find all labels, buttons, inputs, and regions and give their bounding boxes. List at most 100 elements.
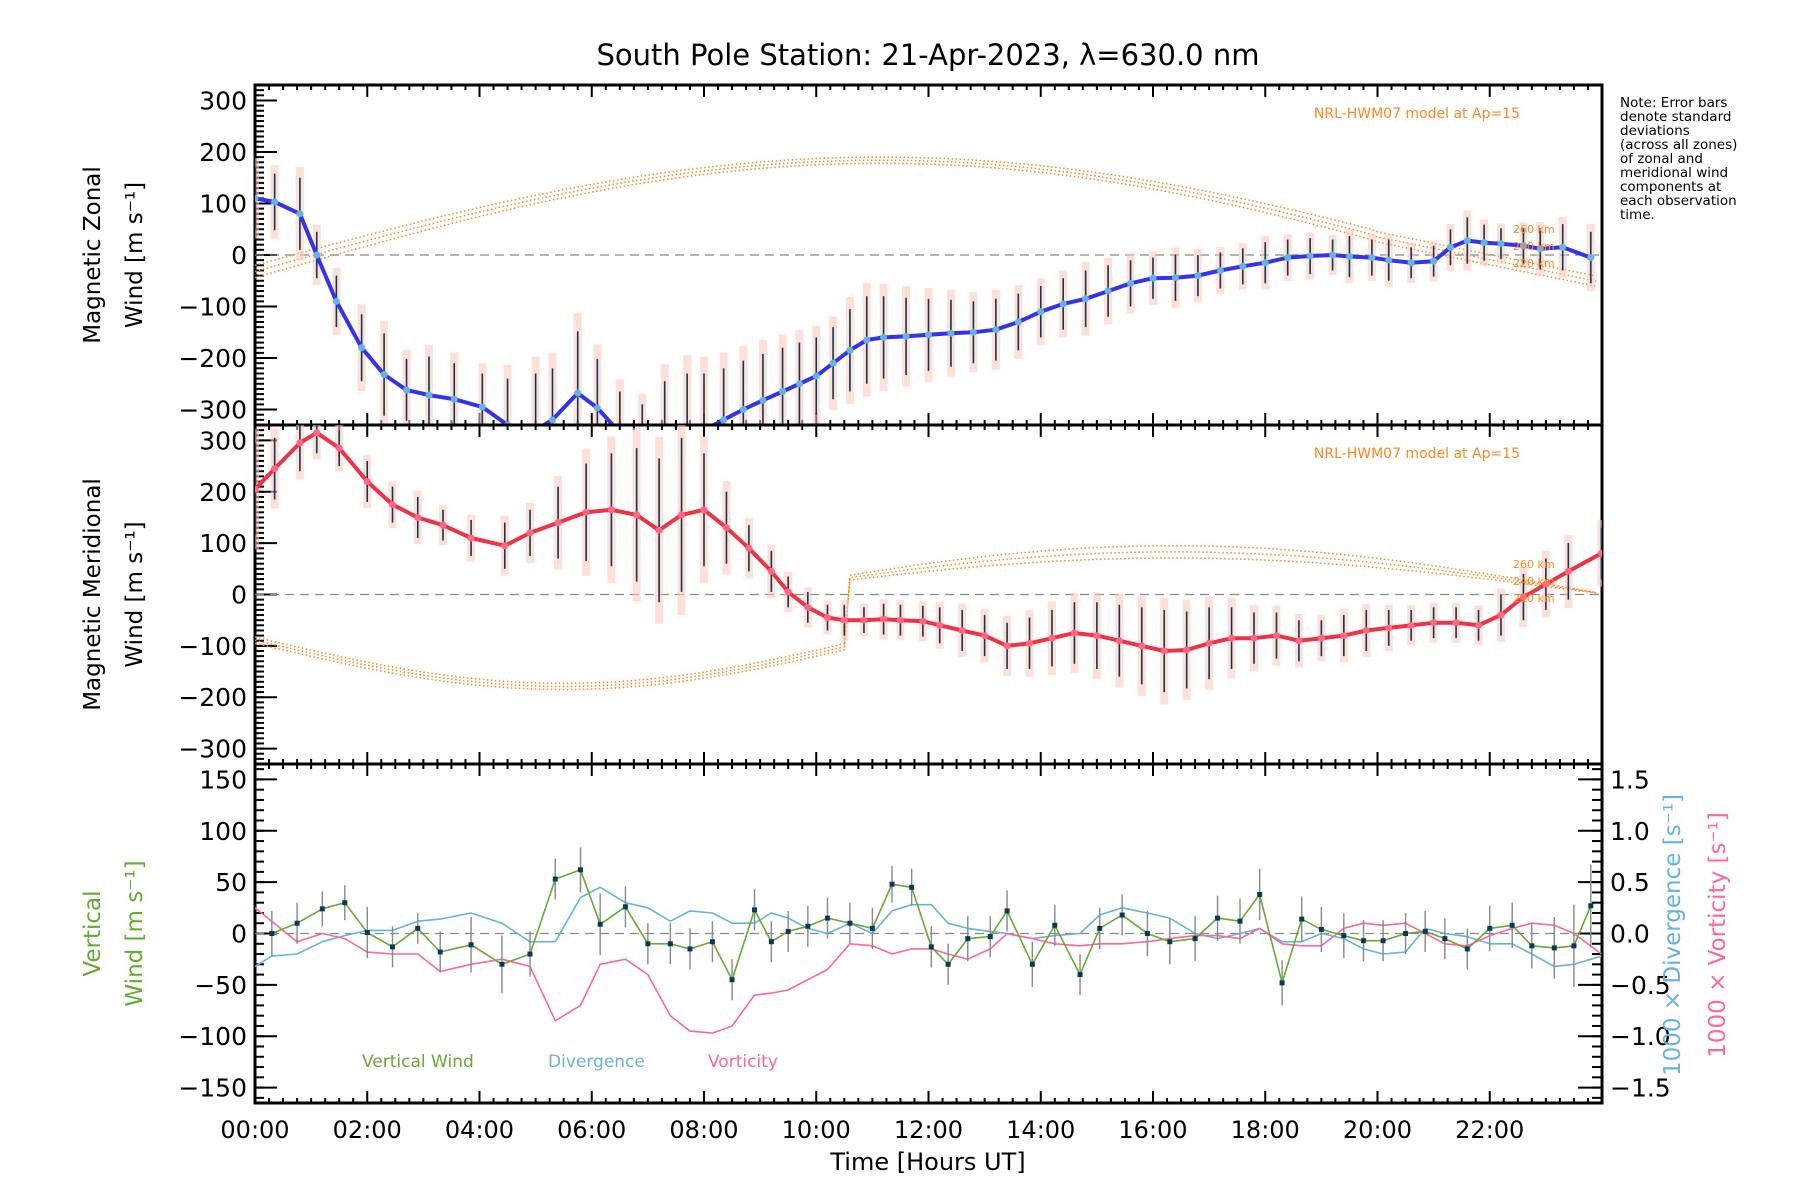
vertical-wind-point (1380, 938, 1386, 944)
model-altitude-label: 240 km (1513, 240, 1555, 253)
vertical-wind-point (1029, 961, 1035, 967)
zonal-point (380, 371, 388, 379)
meridional-point (655, 526, 663, 534)
zonal-point (1430, 257, 1438, 265)
vertical-wind-point (468, 942, 474, 948)
meridional-point (296, 439, 304, 447)
meridional-point (633, 511, 641, 519)
zonal-point (1082, 295, 1090, 303)
note-line: deviations (1620, 123, 1690, 139)
meridional-point (823, 614, 831, 622)
vertical-wind-point (1464, 946, 1470, 952)
meridional-point (1160, 647, 1168, 655)
divergence-series (255, 886, 1602, 968)
meridional-point (1295, 637, 1303, 645)
zonal-point (1149, 274, 1157, 282)
x-tick-label: 06:00 (557, 1116, 626, 1144)
vertical-wind-point (342, 900, 348, 906)
y2-tick-label: 1.5 (1610, 765, 1650, 794)
zonal-point (425, 391, 433, 399)
x-tick-label: 18:00 (1231, 1116, 1300, 1144)
vertical-wind-markers (269, 867, 1594, 986)
meridional-point (1250, 634, 1258, 642)
zonal-point (313, 251, 321, 259)
y-tick-label: 50 (215, 868, 247, 897)
panel-frame-2: 150 100 50 0 −50 −100 −150 Vertical Wind [m s⁻¹]… (80, 762, 1731, 1176)
meridional-point (467, 534, 475, 542)
y-axis-label: Wind [m s⁻¹] (122, 182, 148, 328)
vertical-wind-point (1192, 936, 1198, 942)
vertical-wind-point (578, 867, 584, 873)
vertical-wind-point (1487, 925, 1493, 931)
meridional-point (1452, 619, 1460, 627)
meridional-point (1138, 642, 1146, 650)
zonal-point (478, 403, 486, 411)
vertical-wind-point (269, 931, 275, 936)
zonal-point (1127, 279, 1135, 287)
y-tick-label: 100 (199, 817, 247, 846)
y2-tick-label: 0.5 (1610, 868, 1650, 897)
vertical-wind-point (499, 961, 505, 967)
zonal-point (1345, 253, 1353, 261)
legend-vertical-wind: Vertical Wind (362, 1052, 474, 1072)
zonal-point (947, 329, 955, 337)
zonal-point (1497, 240, 1505, 248)
vertical-wind-point (1360, 938, 1366, 944)
vertical-wind-point (1167, 939, 1173, 945)
model-label: NRL-HWM07 model at Ap=15 (1314, 106, 1520, 122)
meridional-point (526, 529, 534, 537)
zonal-point (296, 210, 304, 218)
y-axis-label: Magnetic Zonal (80, 166, 106, 344)
meridional-point (1115, 637, 1123, 645)
meridional-point (1362, 626, 1370, 634)
x-tick-label: 00:00 (220, 1116, 289, 1144)
vertical-wind-point (645, 941, 651, 947)
meridional-point (554, 519, 562, 527)
divergence-line (255, 886, 1602, 968)
x-tick-label: 04:00 (445, 1116, 514, 1144)
meridional-point (1093, 632, 1101, 640)
meridional-point (1228, 634, 1236, 642)
zonal-series (255, 194, 1595, 425)
zonal-point (846, 346, 854, 354)
model-curve (255, 557, 1597, 685)
meridional-point (1026, 639, 1034, 647)
note-line: each observation (1620, 193, 1737, 209)
zonal-point (1014, 318, 1022, 326)
meridional-point (271, 465, 279, 473)
meridional-point (767, 567, 775, 575)
vertical-wind-point (1403, 931, 1409, 936)
meridional-point (804, 603, 812, 611)
vertical-wind-point (1509, 922, 1515, 928)
note-line: denote standard (1620, 109, 1732, 125)
zonal-point (795, 380, 803, 388)
vertical-wind-point (1318, 926, 1324, 932)
vertical-wind-point (687, 946, 693, 952)
zonal-point (1194, 272, 1202, 280)
meridional-point (919, 617, 927, 625)
meridional-point (784, 588, 792, 596)
x-tick-label: 20:00 (1343, 1116, 1412, 1144)
zonal-point (1104, 287, 1112, 295)
meridional-point (335, 444, 343, 452)
vertical-wind-point (1119, 912, 1125, 918)
zonal-point (1385, 256, 1393, 264)
vertical-wind-point (1279, 980, 1285, 986)
zonal-point (925, 331, 932, 339)
y2-tick-label: 0.0 (1610, 920, 1650, 949)
y-tick-label: 300 (199, 426, 247, 455)
model-altitude-label: 220 km (1513, 257, 1555, 270)
meridional-point (880, 615, 888, 623)
meridional-point (1407, 621, 1415, 629)
panel-frame-0: 300 200 100 0 −100 −200 −300 Magnetic Zonal Wind… (80, 83, 1604, 427)
model-curve (255, 544, 1597, 691)
zonal-point (255, 194, 259, 202)
vorticity-series (255, 907, 1602, 1034)
vertical-wind-point (1551, 945, 1557, 951)
model-curves (255, 156, 1597, 288)
vertical-wind-point (622, 904, 628, 910)
vertical-wind-point (768, 939, 774, 945)
y-tick-label: 100 (199, 529, 247, 558)
meridional-point (1003, 642, 1011, 650)
vertical-wind-point (390, 944, 396, 950)
